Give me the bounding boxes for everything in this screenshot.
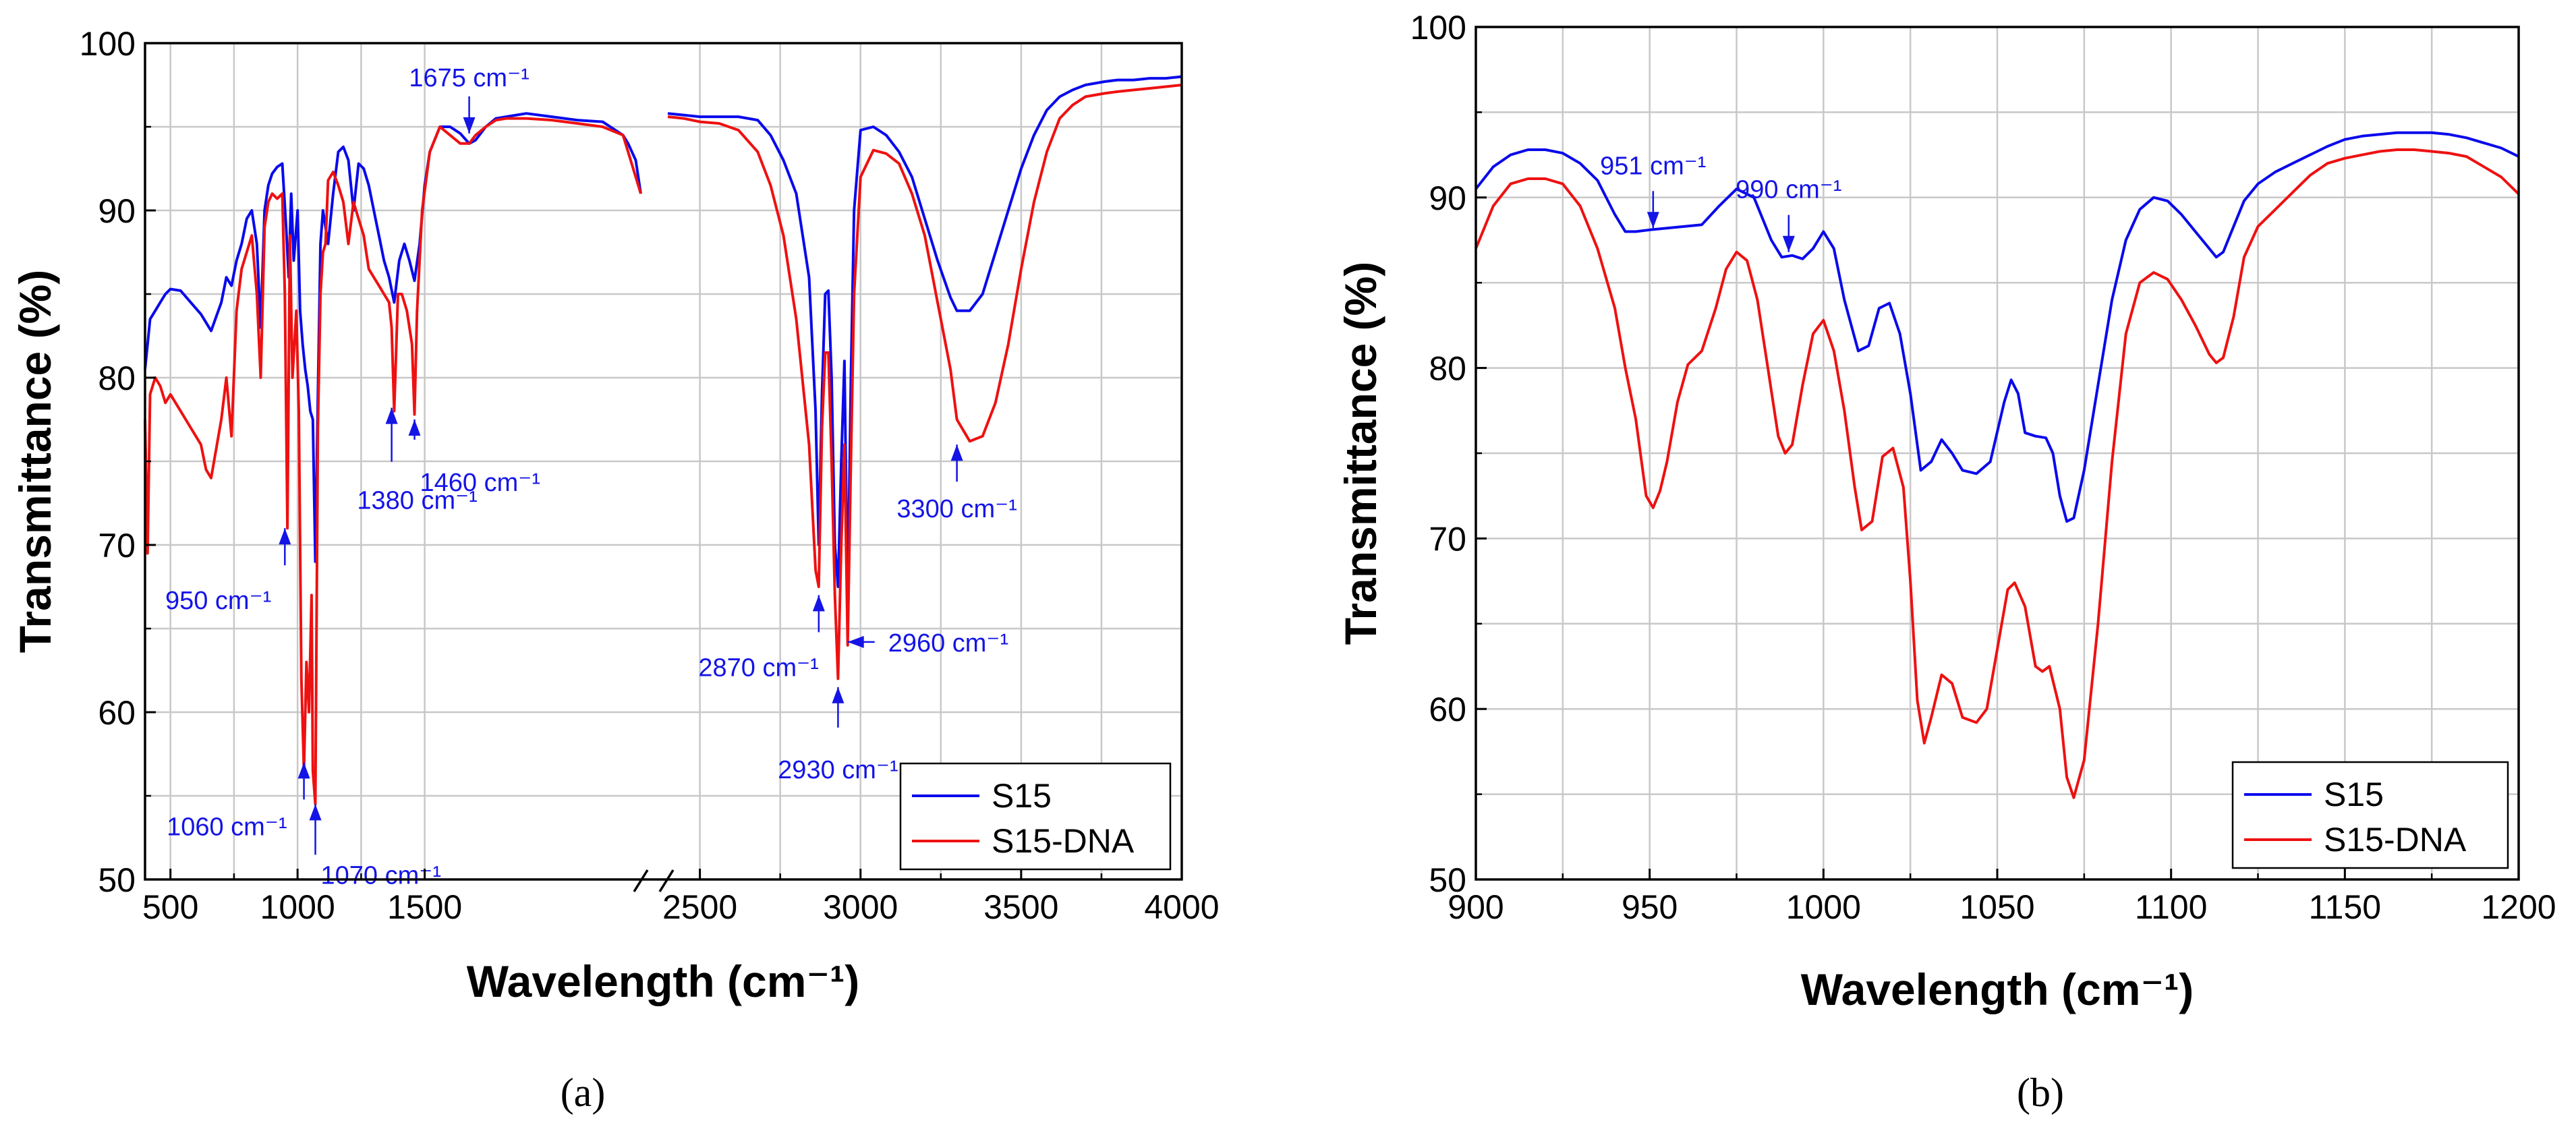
series-line-s15 [144, 112, 642, 563]
x-tick-label: 1500 [387, 888, 462, 926]
y-tick-label: 60 [98, 694, 136, 732]
x-tick-label: 1000 [260, 888, 335, 926]
annotation-arrowhead [463, 117, 476, 134]
x-tick-label: 500 [142, 888, 198, 926]
annotation-label: 950 cm⁻¹ [165, 587, 271, 615]
x-tick-label: 4000 [1144, 888, 1219, 926]
annotation-arrowhead [385, 407, 398, 424]
annotation-label: 1675 cm⁻¹ [409, 64, 529, 92]
x-tick-label: 900 [1448, 888, 1504, 926]
y-tick-label: 60 [1429, 691, 1466, 728]
series-line-s15-dna [144, 117, 642, 806]
legend-label-s15: S15 [992, 777, 1052, 815]
legend-label-s15-dna: S15-DNA [992, 822, 1135, 860]
legend-box [899, 762, 1172, 871]
y-tick-label: 90 [98, 192, 136, 230]
y-tick-label: 100 [80, 25, 136, 63]
x-tick-label: 1200 [2481, 888, 2556, 926]
legend-box [2231, 761, 2509, 869]
annotation-label: 3300 cm⁻¹ [896, 495, 1017, 523]
x-tick-label: 3500 [983, 888, 1058, 926]
annotation-arrowhead [1647, 212, 1659, 229]
annotation-arrowhead [408, 419, 421, 436]
legend-label-s15: S15 [2324, 776, 2384, 813]
annotation-label: 1380 cm⁻¹ [357, 487, 477, 515]
x-axis-title-b: Wavelength (cm⁻¹) [1801, 964, 2194, 1014]
annotation-label: 2930 cm⁻¹ [778, 756, 898, 784]
legend-label-s15-dna: S15-DNA [2324, 821, 2467, 859]
annotation-arrowhead [847, 635, 864, 648]
x-tick-label: 1000 [1786, 888, 1861, 926]
y-tick-label: 50 [1429, 861, 1466, 899]
annotation-arrowhead [309, 804, 322, 821]
series-line-s15-dna [1475, 148, 2520, 799]
annotation-arrowhead [279, 528, 291, 545]
series-line-s15-dna [667, 84, 1182, 681]
panel-label-a: (a) [561, 1070, 606, 1115]
x-tick-label: 1050 [1959, 888, 2034, 926]
chart-panel-a: 1675 cm⁻¹ 950 cm⁻¹ 1060 cm⁻¹ 1070 cm⁻¹ 1380 … [10, 25, 1220, 1115]
axis-break-slash-2 [658, 869, 675, 892]
series-line-s15 [667, 75, 1182, 605]
grid-b [1476, 27, 2519, 879]
axis-ticks-b: 50 60 70 80 90 100 900 950 1000 1050 1100 1150 1200 [1410, 9, 2556, 926]
annotation-label: 1460 cm⁻¹ [420, 469, 540, 497]
annotation-label: 990 cm⁻¹ [1736, 176, 1841, 204]
y-axis-title-a: Transmittance (%) [10, 270, 60, 653]
legend-a: S15 S15-DNA [899, 762, 1172, 871]
x-tick-label: 950 [1622, 888, 1678, 926]
y-tick-label: 100 [1410, 9, 1466, 47]
annotation-arrowhead [832, 687, 845, 703]
annotation-label: 2870 cm⁻¹ [698, 654, 818, 682]
y-tick-label: 80 [1429, 350, 1466, 388]
y-tick-label: 80 [98, 359, 136, 397]
axis-ticks-a: 50 60 70 80 90 100 500 1000 1500 2500 3000 3500 4000 [80, 25, 1220, 926]
annotation-arrowhead [297, 762, 310, 779]
y-tick-label: 90 [1429, 179, 1466, 217]
annotation-label: 1060 cm⁻¹ [167, 813, 287, 841]
x-tick-label: 3000 [823, 888, 898, 926]
series-lines-a [144, 75, 1182, 806]
y-tick-label: 70 [98, 527, 136, 564]
y-axis-title-b: Transmittance (%) [1336, 262, 1385, 645]
y-tick-label: 70 [1429, 520, 1466, 558]
series-line-s15 [1475, 131, 2519, 523]
annotation-label: 1070 cm⁻¹ [321, 861, 441, 890]
x-axis-title-a: Wavelength (cm⁻¹) [467, 956, 859, 1006]
annotation-label: 951 cm⁻¹ [1600, 152, 1706, 180]
panel-label-b: (b) [2017, 1070, 2064, 1115]
axis-break-slash-1 [633, 869, 649, 892]
annotation-label: 2960 cm⁻¹ [888, 629, 1008, 658]
annotation-arrowhead [950, 444, 963, 461]
x-tick-label: 2500 [662, 888, 737, 926]
x-tick-label: 1150 [2309, 888, 2382, 926]
chart-panel-b: 951 cm⁻¹ 990 cm⁻¹ 50 60 70 80 90 100 900 950 1000… [1336, 9, 2556, 1115]
x-tick-label: 1100 [2135, 888, 2208, 926]
y-tick-label: 50 [98, 861, 136, 899]
series-lines-b [1475, 131, 2520, 799]
annotations-b: 951 cm⁻¹ 990 cm⁻¹ [1600, 152, 1841, 252]
annotations-a: 1675 cm⁻¹ 950 cm⁻¹ 1060 cm⁻¹ 1070 cm⁻¹ 1380 … [165, 64, 1017, 890]
annotation-arrowhead [1782, 235, 1795, 252]
annotation-arrowhead [812, 595, 825, 612]
legend-b: S15 S15-DNA [2231, 761, 2509, 869]
